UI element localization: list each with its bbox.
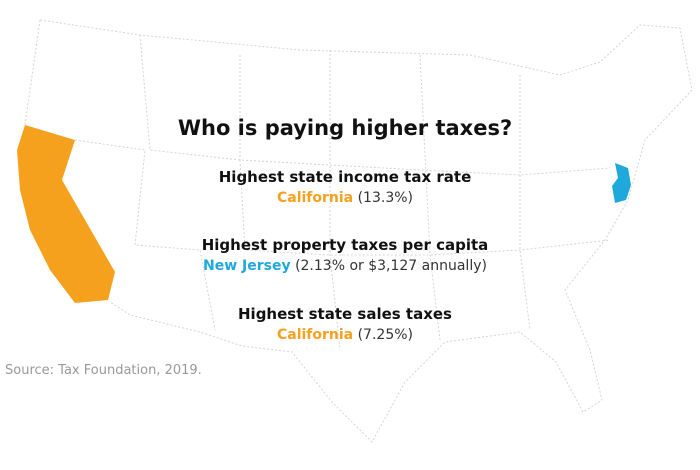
- state-borders: [24, 19, 693, 443]
- item-heading: Highest state sales taxes: [238, 305, 452, 323]
- state-name: California: [276, 327, 354, 343]
- item-heading: Highest state income tax rate: [218, 168, 472, 186]
- title: Who is paying higher taxes?: [177, 116, 513, 140]
- state-name: California: [276, 190, 354, 206]
- item-line: California (7.25%): [0, 327, 690, 343]
- item-detail: (13.3%): [357, 190, 413, 206]
- item-line: California (13.3%): [0, 190, 690, 206]
- state-name: New Jersey: [203, 258, 291, 274]
- source: Source: Tax Foundation, 2019.: [5, 363, 202, 378]
- item-detail: (2.13% or $3,127 annually): [295, 258, 487, 274]
- california: [17, 125, 115, 303]
- item-line: New Jersey (2.13% or $3,127 annually): [0, 258, 690, 274]
- item-detail: (7.25%): [357, 327, 413, 343]
- item-heading: Highest property taxes per capita: [201, 236, 489, 254]
- new-jersey: [612, 163, 631, 203]
